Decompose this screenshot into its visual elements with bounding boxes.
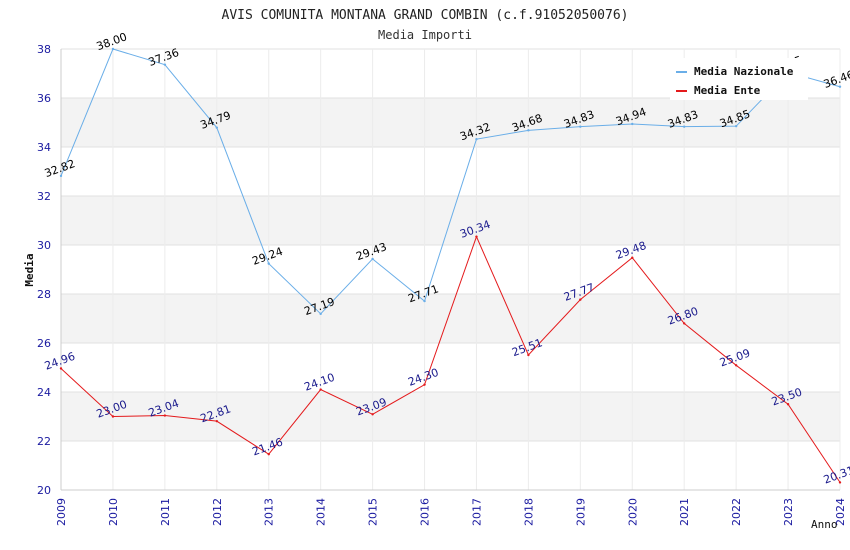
legend: Media Nazionale Media Ente: [670, 58, 808, 100]
data-point: [59, 367, 63, 370]
chart-subtitle: Media Importi: [378, 28, 472, 42]
data-point: [163, 414, 167, 417]
data-label: 32.82: [43, 157, 77, 180]
x-tick-label: 2019: [574, 498, 587, 526]
data-point: [683, 322, 686, 325]
data-point: [319, 312, 322, 316]
data-label: 38.00: [95, 30, 129, 53]
gridlines: [60, 48, 841, 491]
data-point: [215, 419, 218, 423]
x-tick-label: 2020: [626, 498, 639, 526]
x-tick-label: 2023: [782, 498, 795, 526]
data-point: [631, 256, 634, 259]
series-line-media-nazionale: [60, 48, 841, 315]
data-point: [786, 403, 790, 406]
chart-title: AVIS COMUNITA MONTANA GRAND COMBIN (c.f.…: [222, 8, 629, 23]
data-point: [371, 257, 374, 261]
y-tick-label: 30: [37, 239, 51, 252]
data-label: 36.46: [822, 68, 850, 91]
grid-band: [61, 98, 840, 147]
y-tick-label: 26: [37, 337, 51, 350]
data-point: [371, 413, 374, 416]
y-tick-label: 38: [37, 43, 51, 56]
plot-background-bands: [61, 98, 840, 441]
x-axis-label: Anno: [811, 518, 838, 531]
x-tick-label: 2017: [470, 498, 483, 526]
data-label: 20.31: [822, 464, 850, 487]
data-point: [163, 63, 167, 66]
series-line-media-ente: [60, 235, 841, 483]
data-label: 29.24: [251, 245, 285, 268]
grid-band: [61, 392, 840, 441]
data-point: [579, 125, 582, 128]
data-point: [215, 126, 218, 129]
data-label: 24.96: [43, 350, 77, 373]
data-point: [475, 137, 478, 141]
y-tick-label: 34: [37, 141, 51, 154]
data-point: [267, 262, 270, 265]
legend-label: Media Ente: [694, 84, 761, 97]
y-tick-label: 22: [37, 435, 51, 448]
y-axis-ticks: 20 22 24 26 28 30 32 34 36 38: [37, 43, 51, 497]
x-tick-label: 2018: [522, 498, 535, 526]
x-tick-label: 2012: [211, 498, 224, 526]
x-tick-label: 2014: [315, 498, 328, 526]
legend-background: [670, 58, 808, 100]
x-tick-label: 2009: [55, 498, 68, 526]
data-point: [527, 129, 530, 132]
x-tick-label: 2011: [159, 498, 172, 526]
x-tick-label: 2021: [678, 498, 691, 526]
y-tick-label: 36: [37, 92, 51, 105]
data-point: [734, 364, 738, 367]
x-tick-label: 2016: [419, 498, 432, 526]
data-point: [683, 125, 686, 128]
y-tick-label: 24: [37, 386, 51, 399]
x-tick-label: 2022: [730, 498, 743, 526]
data-point: [59, 174, 63, 178]
y-tick-label: 32: [37, 190, 51, 203]
data-point: [423, 383, 426, 386]
data-point: [111, 415, 115, 418]
data-point: [423, 299, 426, 303]
data-point: [734, 124, 738, 128]
data-point: [267, 453, 270, 456]
data-point: [579, 298, 582, 301]
data-point: [475, 235, 478, 238]
y-tick-label: 28: [37, 288, 51, 301]
data-point: [527, 353, 530, 357]
y-axis-label: Media: [23, 253, 36, 286]
x-tick-label: 2015: [367, 498, 380, 526]
legend-label: Media Nazionale: [694, 65, 794, 78]
data-point: [319, 388, 322, 391]
y-tick-label: 20: [37, 484, 51, 497]
x-tick-label: 2013: [263, 498, 276, 526]
data-point: [631, 122, 634, 126]
data-label: 25.09: [718, 347, 752, 370]
grid-band: [61, 294, 840, 343]
series-layer: [59, 47, 842, 484]
x-tick-label: 2010: [107, 498, 120, 526]
x-tick-label: 2024: [834, 498, 847, 526]
data-point: [111, 47, 115, 51]
data-point: [838, 481, 842, 484]
x-axis-ticks: 2009 2010 2011 2012 2013 2014 2015 2016 2017 2018…: [55, 498, 847, 526]
data-point: [838, 85, 842, 88]
